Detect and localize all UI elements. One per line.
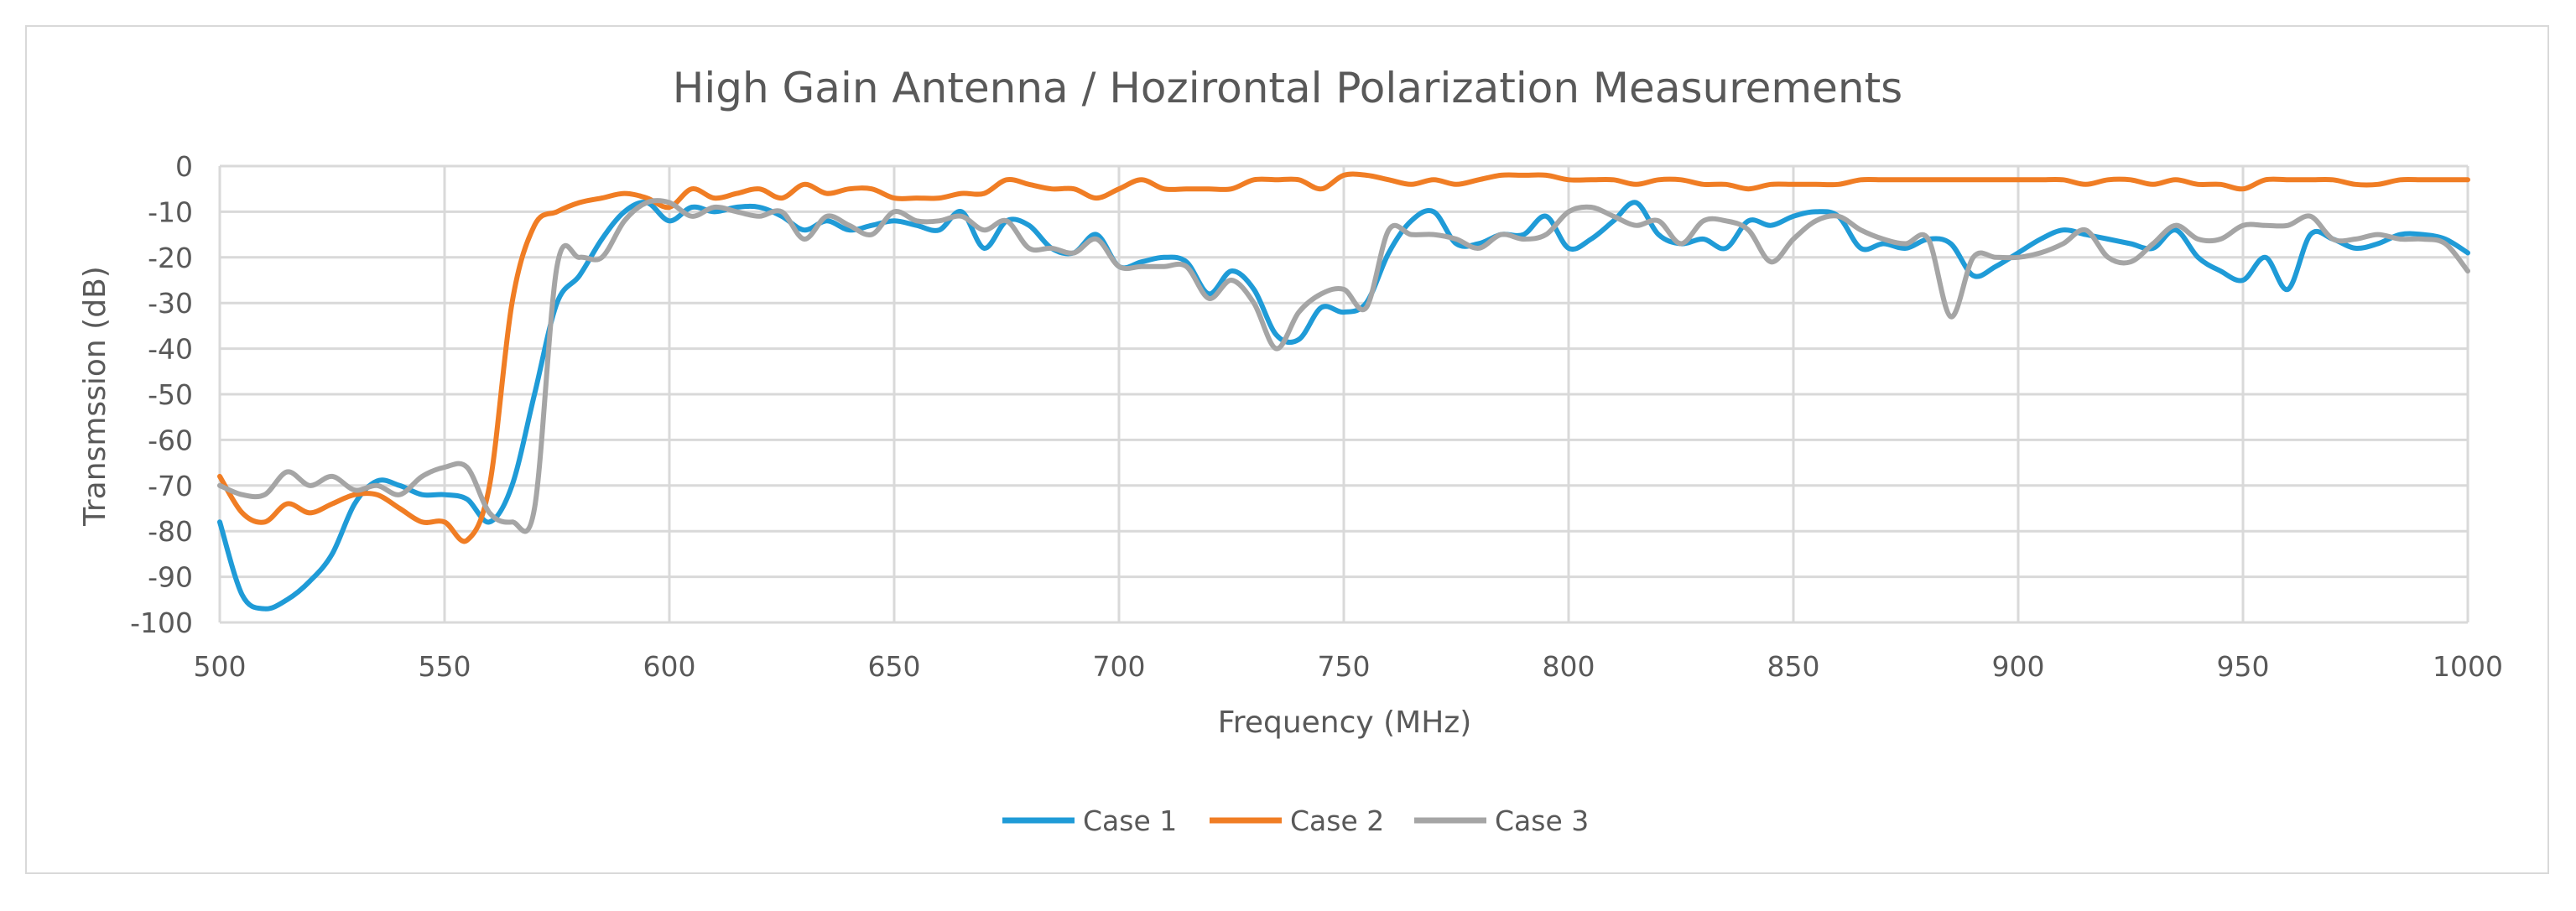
y-tick-label: -70 (148, 470, 193, 502)
x-tick-label: 550 (419, 650, 471, 683)
legend-label: Case 3 (1495, 804, 1589, 837)
x-tick-label: 500 (194, 650, 247, 683)
y-tick-label: 0 (175, 150, 193, 183)
y-tick-label: -80 (148, 515, 193, 548)
y-tick-label: -60 (148, 424, 193, 456)
x-tick-label: 750 (1318, 650, 1371, 683)
x-tick-label: 800 (1543, 650, 1595, 683)
legend-item-case-1: Case 1 (1002, 804, 1177, 837)
x-tick-label: 650 (868, 650, 921, 683)
y-tick-label: -50 (148, 378, 193, 411)
y-tick-label: -100 (130, 606, 193, 639)
legend-item-case-3: Case 3 (1414, 804, 1589, 837)
legend-label: Case 1 (1083, 804, 1177, 837)
series-line-case-3 (217, 198, 2470, 534)
x-tick-label: 600 (643, 650, 696, 683)
x-tick-label: 1000 (2433, 650, 2503, 683)
y-tick-label: -90 (148, 561, 193, 594)
y-tick-label: -20 (148, 242, 193, 274)
y-tick-label: -10 (148, 195, 193, 228)
series-line-case-2 (217, 171, 2470, 544)
x-tick-label: 900 (1992, 650, 2045, 683)
legend-item-case-2: Case 2 (1210, 804, 1384, 837)
series-lines (217, 171, 2470, 612)
x-tick-label: 700 (1093, 650, 1146, 683)
x-tick-label: 850 (1767, 650, 1820, 683)
y-tick-labels: 0 -10 -20 -30 -40 -50 -60 -70 -80 -90 -100 (130, 150, 193, 639)
legend: Case 1 Case 2 Case 3 (1002, 804, 1589, 837)
legend-label: Case 2 (1290, 804, 1384, 837)
y-tick-label: -30 (148, 287, 193, 320)
y-axis-label: Transmssion (dB) (78, 266, 112, 527)
chart-title: High Gain Antenna / Hozirontal Polarizat… (673, 64, 1902, 112)
x-axis-label: Frequency (MHz) (1218, 705, 1472, 740)
y-tick-label: -40 (148, 333, 193, 366)
x-tick-labels: 500 550 600 650 700 750 800 850 900 950 1000 (194, 650, 2503, 683)
grid (218, 164, 2469, 624)
x-tick-label: 950 (2217, 650, 2270, 683)
